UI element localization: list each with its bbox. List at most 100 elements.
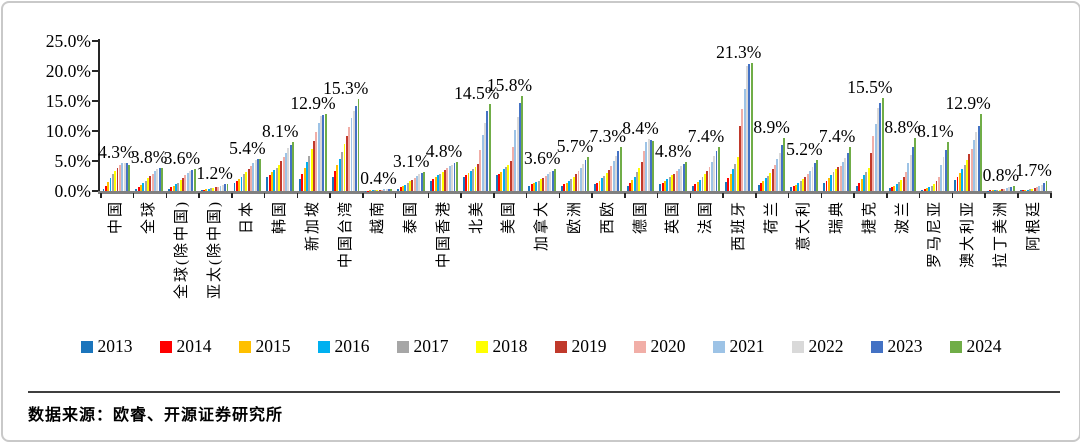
x-axis-tick (690, 193, 692, 198)
data-label: 4.3% (98, 142, 134, 162)
x-axis-category-label: 韩国 (272, 200, 289, 335)
data-label: 21.3% (716, 42, 761, 62)
x-axis-tick (526, 193, 528, 198)
x-axis-tick (264, 193, 266, 198)
legend-label: 2018 (493, 336, 528, 357)
legend-item-2019: 2019 (555, 336, 607, 357)
x-axis-tick (493, 193, 495, 198)
x-axis-category-label: 荷兰 (764, 200, 781, 335)
legend-item-2016: 2016 (318, 336, 370, 357)
legend-swatch (713, 341, 725, 353)
bar-2024 (259, 159, 261, 191)
x-axis-tick (624, 193, 626, 198)
y-axis-tick-label: 20.0% (11, 61, 91, 81)
bar-group (627, 39, 655, 191)
data-label: 1.2% (196, 163, 232, 183)
bar-2024 (914, 138, 916, 191)
y-axis-tick (92, 70, 98, 72)
x-axis-tick (133, 193, 135, 198)
bar-group (561, 39, 589, 191)
x-axis-tick (428, 193, 430, 198)
x-axis-tick (1050, 193, 1052, 198)
bar-2024 (161, 168, 163, 191)
bar-group (889, 39, 917, 191)
bar-2024 (194, 169, 196, 191)
legend-label: 2024 (967, 336, 1002, 357)
bar-2024 (849, 147, 851, 191)
bar-group (954, 39, 982, 191)
y-axis-tick-label: 10.0% (11, 121, 91, 141)
x-axis-category-label: 美国 (501, 200, 518, 335)
bar-group (430, 39, 458, 191)
data-label: 15.5% (847, 77, 892, 97)
legend-item-2015: 2015 (239, 336, 291, 357)
source-note: 数据来源：欧睿、开源证券研究所 (28, 401, 283, 425)
x-axis-category-label: 欧洲 (567, 200, 584, 335)
x-axis-tick (559, 193, 561, 198)
x-axis-category-label: 西欧 (600, 200, 617, 335)
data-label: 0.8% (983, 165, 1019, 185)
data-label: 15.3% (323, 78, 368, 98)
data-label: 4.8% (655, 141, 691, 161)
x-axis-category-label: 西班牙 (731, 200, 748, 335)
x-axis-category-label: 亚太(除中国) (207, 200, 224, 335)
data-label: 8.9% (753, 117, 789, 137)
y-axis-tick-label: 5.0% (11, 151, 91, 171)
y-axis-tick (92, 40, 98, 42)
y-axis-tick (92, 100, 98, 102)
legend-label: 2020 (651, 336, 686, 357)
legend-swatch (555, 341, 567, 353)
data-label: 5.4% (229, 138, 265, 158)
legend-swatch (792, 341, 804, 353)
x-axis-tick (788, 193, 790, 198)
bar-2024 (489, 104, 491, 191)
legend-swatch (239, 341, 251, 353)
bar-group (135, 39, 163, 191)
legend-label: 2016 (335, 336, 370, 357)
data-label: 8.1% (262, 121, 298, 141)
x-axis-tick (166, 193, 168, 198)
data-label: 1.7% (1015, 160, 1051, 180)
x-axis-tick (886, 193, 888, 198)
x-axis-category-label: 澳大利亚 (960, 200, 977, 335)
bar-group (266, 39, 294, 191)
legend-label: 2014 (177, 336, 212, 357)
x-axis-category-label: 阿根廷 (1026, 200, 1043, 335)
bar-2024 (980, 114, 982, 191)
data-label: 3.6% (524, 148, 560, 168)
bar-2024 (882, 98, 884, 191)
bar-2024 (390, 189, 392, 191)
data-label: 7.4% (819, 126, 855, 146)
legend-label: 2017 (414, 336, 449, 357)
x-axis-category-label: 法国 (698, 200, 715, 335)
bar-2024 (685, 162, 687, 191)
bar-2024 (292, 142, 294, 191)
bar-2024 (947, 142, 949, 191)
bar-group (758, 39, 786, 191)
bar-group (299, 39, 327, 191)
bar-group (332, 39, 360, 191)
legend-item-2022: 2022 (792, 336, 844, 357)
legend-item-2020: 2020 (634, 336, 686, 357)
bar-group (921, 39, 949, 191)
bar-2024 (816, 160, 818, 191)
data-label: 5.7% (557, 136, 593, 156)
legend-swatch (397, 341, 409, 353)
data-label: 8.8% (884, 117, 920, 137)
x-axis-tick (231, 193, 233, 198)
bar-group (594, 39, 622, 191)
bar-2024 (751, 63, 753, 191)
bar-2024 (423, 172, 425, 191)
legend-label: 2022 (809, 336, 844, 357)
legend-item-2018: 2018 (476, 336, 528, 357)
bar-2024 (620, 147, 622, 191)
x-axis-category-label: 德国 (633, 200, 650, 335)
data-label: 15.8% (487, 75, 532, 95)
x-axis-category-label: 加拿大 (534, 200, 551, 335)
bar-group (823, 39, 851, 191)
y-axis-tick (92, 130, 98, 132)
x-axis-tick (329, 193, 331, 198)
x-axis-tick (198, 193, 200, 198)
